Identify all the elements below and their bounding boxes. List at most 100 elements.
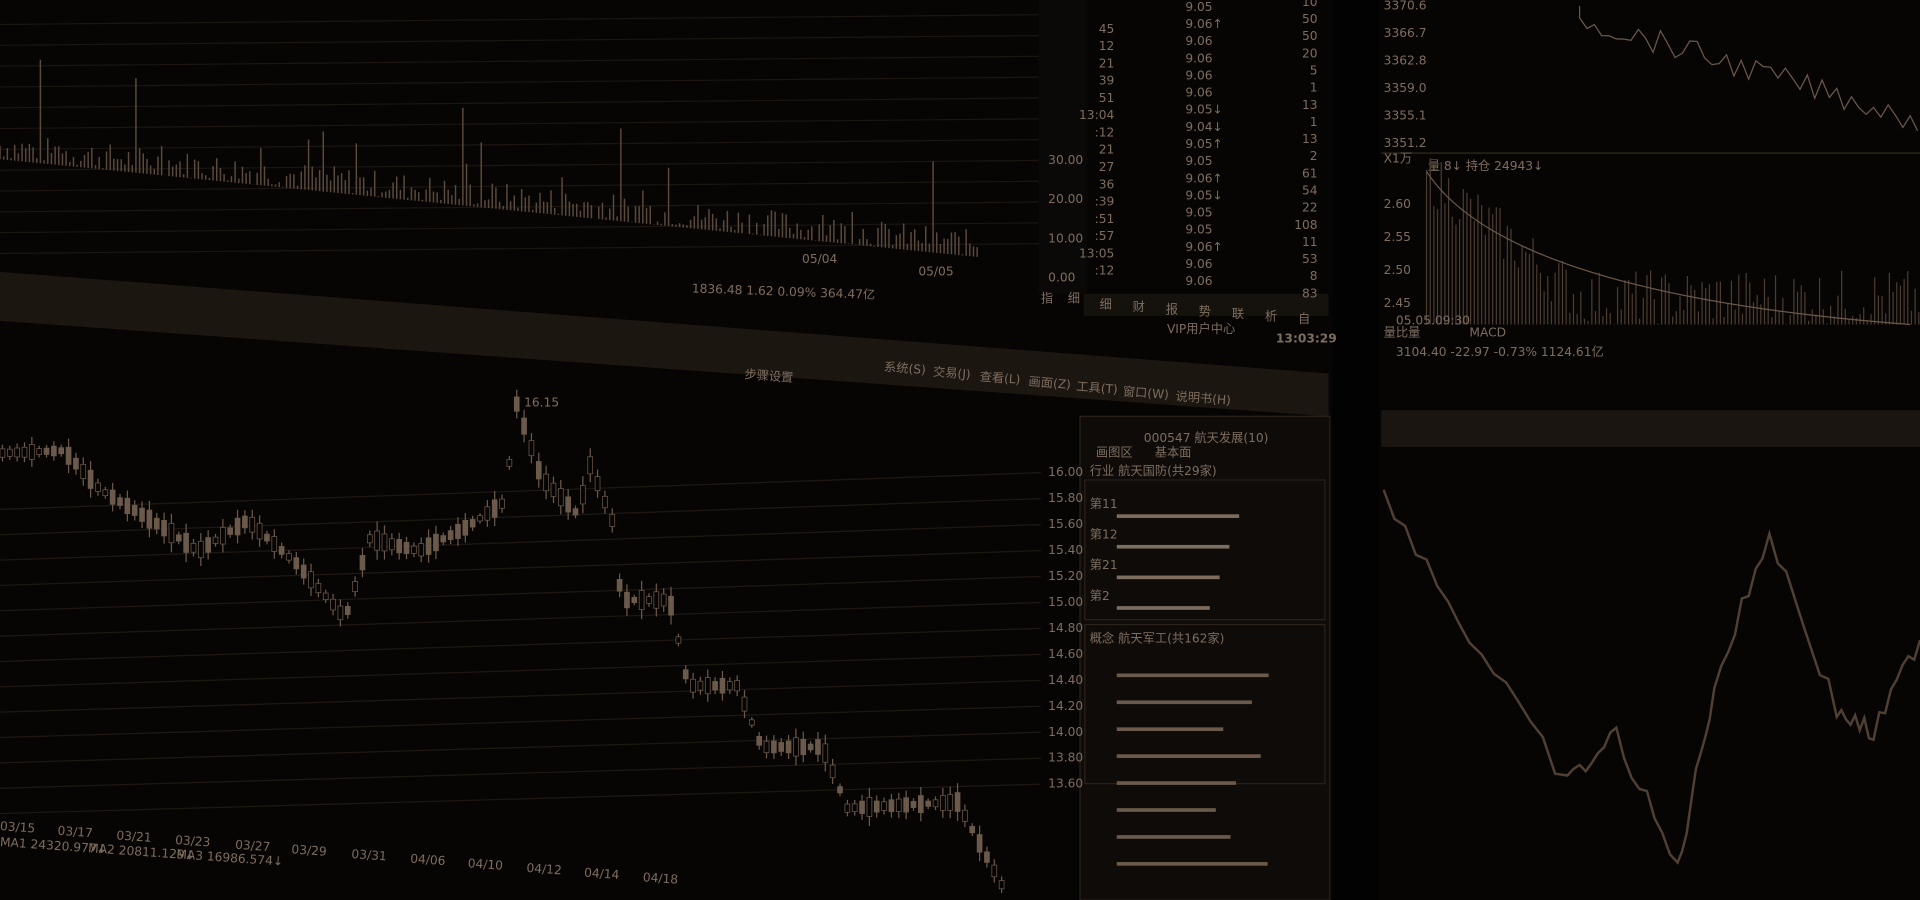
candle-body bbox=[594, 476, 601, 492]
axis-label: 0.00 bbox=[1048, 270, 1075, 284]
price-axis-label: 14.00 bbox=[1048, 725, 1083, 739]
stock-title: 000547 航天发展(10) bbox=[1144, 430, 1269, 445]
clock: 13:03:29 bbox=[1276, 332, 1337, 346]
candle-body bbox=[873, 800, 880, 813]
candle-body bbox=[249, 516, 256, 533]
candle-body bbox=[631, 596, 638, 604]
ticker-tab: 联 bbox=[1232, 307, 1244, 321]
candle-body bbox=[602, 495, 608, 509]
grid-line bbox=[0, 243, 1039, 255]
date-label: 04/12 bbox=[526, 861, 562, 877]
index-axis-label: 3366.7 bbox=[1384, 26, 1427, 40]
grid-line bbox=[0, 97, 1039, 109]
candle-body bbox=[330, 598, 336, 611]
menu-item: 窗口(W) bbox=[1122, 384, 1169, 402]
price-axis-label: 15.00 bbox=[1048, 595, 1083, 609]
info-panel bbox=[1079, 415, 1331, 900]
trade-price: 9.06 bbox=[1185, 274, 1212, 288]
date-label: 03/17 bbox=[57, 824, 93, 840]
candle-body bbox=[624, 591, 630, 609]
candle-body bbox=[190, 542, 197, 553]
candle-body bbox=[205, 537, 211, 553]
trade-time: :51 bbox=[1095, 212, 1115, 226]
candle-body bbox=[771, 740, 777, 754]
trade-volume: 13 bbox=[1302, 132, 1318, 146]
industry-box bbox=[1084, 479, 1326, 621]
candle-body bbox=[543, 473, 549, 492]
candle-body bbox=[837, 786, 843, 794]
menu-item: 说明书(H) bbox=[1175, 388, 1231, 407]
candle-body bbox=[572, 508, 579, 516]
candle-body bbox=[888, 799, 895, 813]
candle-body bbox=[565, 496, 571, 513]
trade-volume: 83 bbox=[1302, 286, 1318, 300]
concept-bar bbox=[1116, 862, 1268, 866]
candle-body bbox=[638, 590, 645, 610]
trade-price: 9.05 bbox=[1185, 223, 1212, 237]
index-axis-label: 3359.0 bbox=[1384, 81, 1427, 95]
axis-label: 10.00 bbox=[1048, 231, 1083, 245]
trade-time: :12 bbox=[1095, 125, 1115, 139]
candle-body bbox=[785, 740, 792, 754]
candle-body bbox=[212, 536, 219, 544]
axis-label: 2.60 bbox=[1384, 197, 1411, 211]
candle-body bbox=[918, 795, 924, 814]
index-axis-label: 3355.1 bbox=[1384, 108, 1427, 122]
candle-body bbox=[198, 540, 204, 559]
candle-body bbox=[513, 396, 520, 412]
date-label: 03/27 bbox=[235, 838, 271, 854]
grid-line bbox=[0, 138, 1039, 151]
grid-line bbox=[0, 55, 1039, 67]
price-axis-label: 15.40 bbox=[1048, 543, 1083, 557]
candle-body bbox=[895, 798, 902, 812]
industry-label: 行业 航天国防(共29家) bbox=[1090, 463, 1217, 478]
candle-body bbox=[851, 803, 858, 813]
date-label: 04/06 bbox=[410, 852, 446, 868]
trade-time: 51 bbox=[1099, 91, 1115, 105]
footer-stats: 1836.48 1.62 0.09% 364.47亿 bbox=[692, 280, 876, 301]
unit-label: X1万 bbox=[1384, 152, 1412, 166]
menu-item: 工具(T) bbox=[1076, 379, 1118, 396]
trade-time: 27 bbox=[1099, 160, 1115, 174]
rank-label: 第12 bbox=[1090, 528, 1118, 542]
price-line bbox=[1382, 489, 1920, 865]
price-axis-label: 15.60 bbox=[1048, 517, 1083, 531]
candle-body bbox=[131, 504, 138, 516]
concept-bar bbox=[1116, 781, 1237, 785]
candle-body bbox=[359, 555, 366, 571]
candle-body bbox=[337, 605, 344, 621]
candle-body bbox=[962, 809, 968, 822]
chart-tab: 量比 bbox=[1384, 326, 1408, 340]
candle-body bbox=[51, 445, 57, 457]
concept-bar bbox=[1116, 808, 1216, 812]
candle-body bbox=[29, 444, 35, 460]
candle-body bbox=[389, 538, 395, 551]
candle-body bbox=[580, 485, 586, 505]
candle-body bbox=[763, 740, 770, 754]
grid-line bbox=[0, 222, 1039, 234]
candle-body bbox=[286, 553, 292, 561]
index-line bbox=[1578, 6, 1919, 132]
price-axis-label: 13.80 bbox=[1048, 751, 1083, 765]
candle-body bbox=[469, 519, 476, 528]
rank-bar bbox=[1116, 575, 1220, 580]
ticker-tab: 自 bbox=[1298, 312, 1310, 326]
candle-body bbox=[558, 488, 564, 507]
price-axis-label: 15.20 bbox=[1048, 569, 1083, 583]
candle-body bbox=[381, 533, 388, 552]
candle-body bbox=[675, 636, 682, 644]
candle-body bbox=[73, 457, 79, 470]
grid-line bbox=[0, 705, 1041, 739]
date-label: 04/14 bbox=[584, 866, 620, 882]
candle-body bbox=[903, 797, 909, 813]
candle-body bbox=[822, 743, 829, 763]
price-axis-label: 13.60 bbox=[1048, 777, 1083, 791]
candle-body bbox=[256, 522, 263, 540]
concept-bar bbox=[1116, 673, 1269, 678]
date-label: 03/23 bbox=[175, 833, 211, 849]
window-title bbox=[1381, 410, 1920, 447]
trade-time: 21 bbox=[1099, 143, 1115, 157]
candle-body bbox=[859, 800, 865, 814]
price-axis-label: 15.80 bbox=[1048, 491, 1083, 505]
